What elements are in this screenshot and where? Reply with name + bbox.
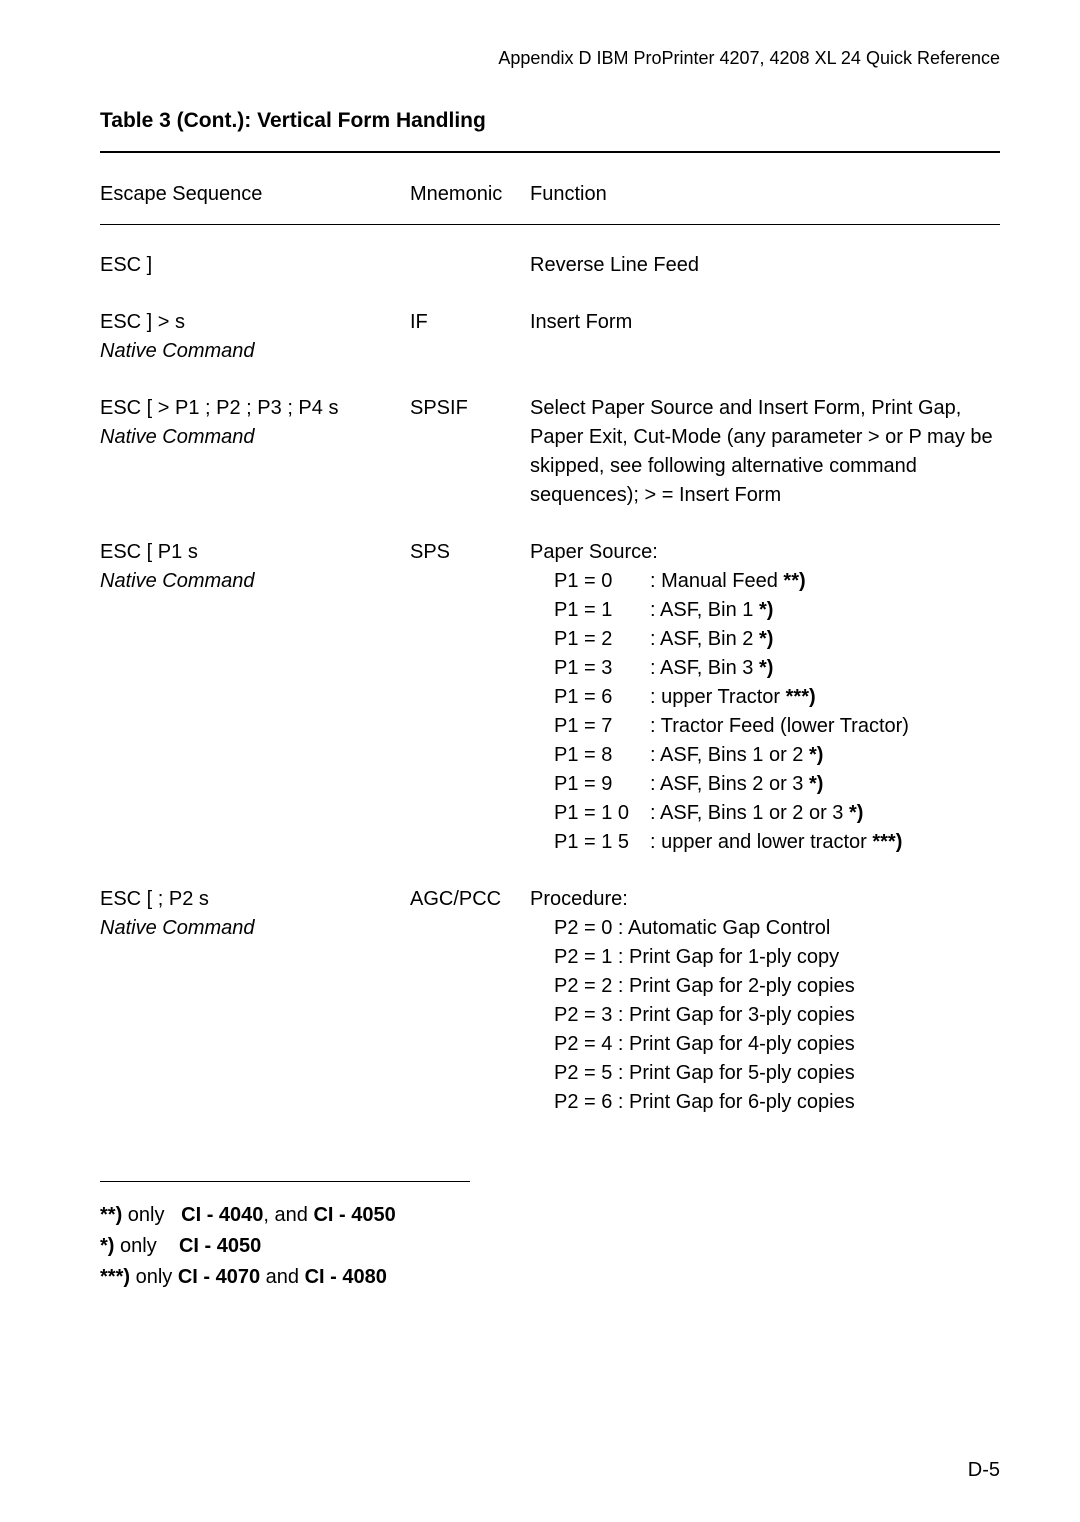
table-title: Table 3 (Cont.): Vertical Form Handling (100, 109, 1000, 133)
footnote-divider (100, 1181, 470, 1182)
esc-code: ESC ] > s (100, 311, 185, 333)
ps-key: P1 = 1 0 (554, 799, 650, 828)
ps-key: P1 = 7 (554, 712, 650, 741)
fn-ci: CI - 4050 (179, 1235, 261, 1257)
cell-function: Reverse Line Feed (530, 251, 1000, 280)
ps-val: : ASF, Bin 3 (650, 657, 759, 679)
ps-key: P1 = 8 (554, 741, 650, 770)
ps-mark: *) (809, 773, 823, 795)
ps-key: P1 = 2 (554, 625, 650, 654)
fn-mark: ***) (100, 1266, 130, 1288)
fn-ci: CI - 4070 (178, 1266, 260, 1288)
page-number: D-5 (968, 1459, 1000, 1482)
table-row: ESC ] > s Native Command IF Insert Form (100, 294, 1000, 380)
fn-ci: CI - 4040 (181, 1204, 263, 1226)
table-row: ESC ] Reverse Line Feed (100, 225, 1000, 294)
proc-line: P2 = 0 : Automatic Gap Control (554, 914, 1000, 943)
table-row: ESC [ > P1 ; P2 ; P3 ; P4 s Native Comma… (100, 380, 1000, 524)
ps-val: : ASF, Bin 2 (650, 628, 759, 650)
fn-text: and (260, 1266, 304, 1288)
column-headers: Escape Sequence Mnemonic Function (100, 153, 1000, 224)
cell-function: Select Paper Source and Insert Form, Pri… (530, 394, 1000, 510)
ps-mark: **) (783, 570, 805, 592)
ps-val: : ASF, Bins 1 or 2 or 3 (650, 802, 849, 824)
cell-escape: ESC ] > s Native Command (100, 308, 410, 366)
cell-mnemonic: SPS (410, 538, 530, 857)
proc-line: P2 = 1 : Print Gap for 1-ply copy (554, 943, 1000, 972)
footnote-line: **) only CI - 4040, and CI - 4050 (100, 1200, 1000, 1231)
col-function: Function (530, 183, 1000, 206)
ps-val: : ASF, Bins 2 or 3 (650, 773, 809, 795)
cell-function: Procedure: P2 = 0 : Automatic Gap Contro… (530, 885, 1000, 1117)
cell-escape: ESC [ ; P2 s Native Command (100, 885, 410, 1117)
native-label: Native Command (100, 917, 255, 939)
ps-mark: ***) (786, 686, 816, 708)
proc-line: P2 = 6 : Print Gap for 6-ply copies (554, 1088, 1000, 1117)
fn-mark: **) (100, 1204, 122, 1226)
ps-mark: *) (849, 802, 863, 824)
proc-line: P2 = 4 : Print Gap for 4-ply copies (554, 1030, 1000, 1059)
page-header: Appendix D IBM ProPrinter 4207, 4208 XL … (100, 48, 1000, 69)
ps-key: P1 = 0 (554, 567, 650, 596)
footnote-line: *) only CI - 4050 (100, 1231, 1000, 1262)
cell-escape: ESC [ > P1 ; P2 ; P3 ; P4 s Native Comma… (100, 394, 410, 510)
ps-key: P1 = 6 (554, 683, 650, 712)
native-label: Native Command (100, 340, 255, 362)
ps-val: : upper and lower tractor (650, 831, 872, 853)
esc-code: ESC [ ; P2 s (100, 888, 209, 910)
ps-val: : upper Tractor (650, 686, 786, 708)
table-row: ESC [ P1 s Native Command SPS Paper Sour… (100, 524, 1000, 871)
ps-mark: *) (759, 657, 773, 679)
ps-val: : Tractor Feed (lower Tractor) (650, 715, 909, 737)
ps-key: P1 = 1 (554, 596, 650, 625)
fn-text: only (114, 1235, 178, 1257)
fn-text: only (130, 1266, 178, 1288)
native-label: Native Command (100, 426, 255, 448)
ps-mark: *) (759, 599, 773, 621)
footnote-line: ***) only CI - 4070 and CI - 4080 (100, 1262, 1000, 1293)
proc-line: P2 = 3 : Print Gap for 3-ply copies (554, 1001, 1000, 1030)
cell-escape: ESC ] (100, 251, 410, 280)
ps-mark: *) (809, 744, 823, 766)
cell-function: Paper Source: P1 = 0: Manual Feed **) P1… (530, 538, 1000, 857)
fn-text: , and (263, 1204, 313, 1226)
esc-code: ESC [ P1 s (100, 541, 198, 563)
cell-function: Insert Form (530, 308, 1000, 366)
ps-key: P1 = 3 (554, 654, 650, 683)
ps-val: : ASF, Bins 1 or 2 (650, 744, 809, 766)
procedure-title: Procedure: (530, 885, 1000, 914)
fn-ci: CI - 4080 (305, 1266, 387, 1288)
ps-key: P1 = 1 5 (554, 828, 650, 857)
proc-line: P2 = 2 : Print Gap for 2-ply copies (554, 972, 1000, 1001)
col-escape: Escape Sequence (100, 183, 410, 206)
ps-mark: ***) (872, 831, 902, 853)
col-mnemonic: Mnemonic (410, 183, 530, 206)
fn-text: only (122, 1204, 181, 1226)
ps-mark: *) (759, 628, 773, 650)
ps-key: P1 = 9 (554, 770, 650, 799)
footnotes: **) only CI - 4040, and CI - 4050 *) onl… (100, 1200, 1000, 1293)
ps-val: : ASF, Bin 1 (650, 599, 759, 621)
native-label: Native Command (100, 570, 255, 592)
esc-code: ESC [ > P1 ; P2 ; P3 ; P4 s (100, 397, 338, 419)
fn-mark: *) (100, 1235, 114, 1257)
proc-line: P2 = 5 : Print Gap for 5-ply copies (554, 1059, 1000, 1088)
cell-mnemonic: SPSIF (410, 394, 530, 510)
paper-source-title: Paper Source: (530, 538, 1000, 567)
cell-mnemonic (410, 251, 530, 280)
cell-escape: ESC [ P1 s Native Command (100, 538, 410, 857)
table-row: ESC [ ; P2 s Native Command AGC/PCC Proc… (100, 871, 1000, 1131)
fn-ci: CI - 4050 (313, 1204, 395, 1226)
cell-mnemonic: AGC/PCC (410, 885, 530, 1117)
ps-val: : Manual Feed (650, 570, 783, 592)
cell-mnemonic: IF (410, 308, 530, 366)
